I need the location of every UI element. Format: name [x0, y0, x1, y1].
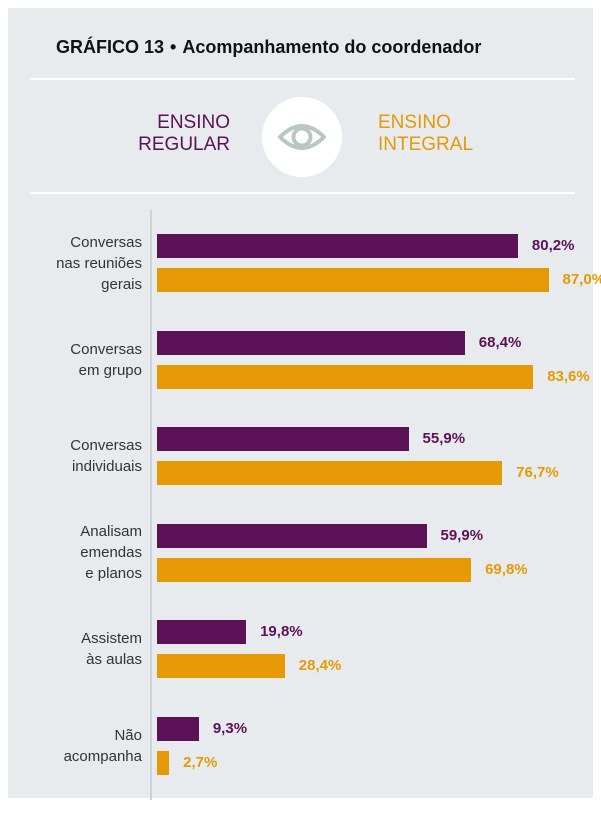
bar-regular — [157, 330, 465, 355]
value-label-integral: 83,6% — [547, 367, 590, 385]
chart-axis — [150, 210, 152, 800]
category-label-line: Conversas — [70, 437, 142, 454]
bar-regular — [157, 523, 427, 548]
chart-title-label: GRÁFICO 13 — [56, 37, 165, 57]
title-separator: • — [170, 37, 177, 57]
value-label-regular: 68,4% — [478, 333, 522, 351]
bar-integral — [157, 268, 549, 292]
chart-title-text: Acompanhamento do coordenador — [182, 37, 482, 57]
legend-integral-line2: INTEGRAL — [378, 134, 474, 155]
legend-integral: ENSINO INTEGRAL — [378, 112, 473, 156]
bar-regular — [157, 620, 247, 644]
legend-regular-line1: ENSINO — [157, 112, 230, 133]
value-label-integral: 69,8% — [485, 560, 528, 578]
bar-integral — [157, 364, 534, 389]
legend-regular-line2: REGULAR — [138, 134, 230, 155]
category-label-line: Conversas — [70, 340, 142, 358]
bar-integral — [157, 557, 472, 582]
category-label: Conversas individuais — [10, 435, 142, 477]
bar-integral — [157, 654, 285, 678]
value-label-integral: 28,4% — [298, 657, 342, 674]
value-label-regular: 59,9% — [440, 526, 484, 544]
eye-badge — [262, 97, 342, 177]
category-label-line: Assistem — [81, 630, 142, 647]
category-label-line: nas reuniões — [56, 254, 142, 272]
category-label-line: individuais — [71, 458, 142, 475]
value-label-integral: 87,0% — [562, 271, 601, 288]
value-label-regular: 9,3% — [212, 719, 248, 737]
category-label: Assistem às aulas — [10, 628, 142, 670]
value-label-regular: 19,8% — [260, 623, 303, 640]
chart-title: GRÁFICO 13 • Acompanhamento do coordenador — [56, 37, 481, 58]
bar-regular — [157, 234, 518, 258]
eye-icon — [278, 124, 326, 150]
value-label-integral: 2,7% — [183, 753, 218, 771]
category-label-line: e planos — [85, 565, 142, 582]
bar-integral — [157, 461, 503, 485]
divider-bottom — [30, 192, 575, 194]
category-label: Não acompanha — [10, 725, 142, 767]
legend-integral-line1: ENSINO — [378, 112, 451, 133]
category-label-line: Não — [114, 726, 142, 744]
divider-top — [30, 78, 575, 80]
value-label-regular: 80,2% — [531, 237, 575, 254]
bar-integral — [157, 750, 170, 775]
category-label-line: gerais — [101, 275, 142, 293]
category-label-line: Conversas — [70, 233, 142, 251]
value-label-integral: 76,7% — [516, 464, 559, 481]
bar-regular — [157, 427, 409, 451]
category-label-line: Analisam — [80, 523, 142, 540]
category-label-line: acompanha — [63, 747, 142, 765]
legend-regular: ENSINO REGULAR — [110, 112, 230, 156]
category-label-line: às aulas — [86, 651, 142, 668]
category-label: Conversas nas reuniões gerais — [10, 232, 142, 295]
value-label-regular: 55,9% — [422, 430, 466, 447]
bar-regular — [157, 716, 199, 741]
category-label: Analisam emendas e planos — [10, 521, 142, 584]
category-label: Conversas em grupo — [10, 339, 142, 381]
category-label-line: emendas — [80, 544, 142, 561]
category-label-line: em grupo — [78, 361, 142, 379]
